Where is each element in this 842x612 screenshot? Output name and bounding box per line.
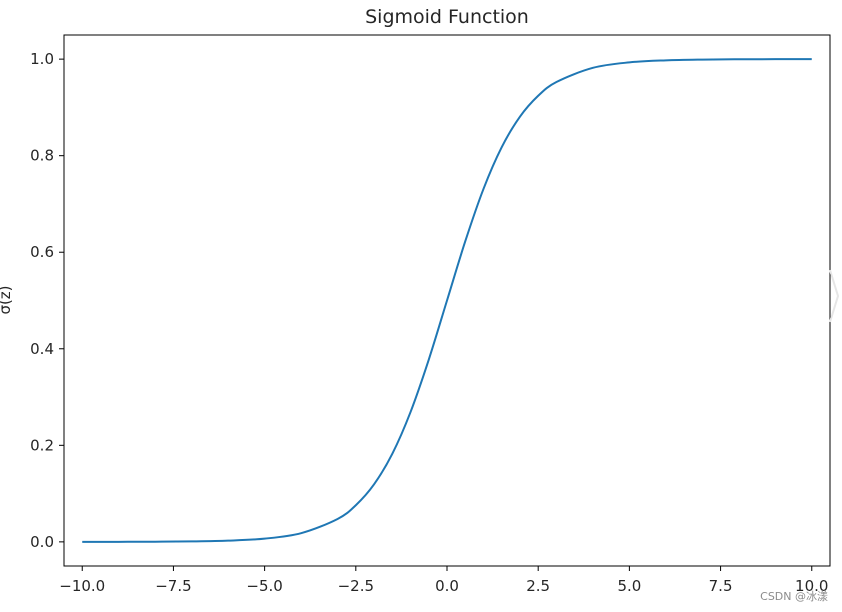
x-tick-label: 2.5: [526, 577, 550, 595]
x-tick-label: 0.0: [435, 577, 459, 595]
y-tick-label: 1.0: [30, 50, 54, 68]
y-tick-label: 0.8: [30, 147, 54, 165]
x-tick-label: −10.0: [59, 577, 105, 595]
x-tick-label: −2.5: [338, 577, 374, 595]
x-tick-label: 5.0: [617, 577, 641, 595]
series-line-sigmoid: [82, 58, 812, 543]
watermark: CSDN @冰漾: [760, 590, 828, 603]
y-axis-ticks: 0.0 0.2 0.4 0.6 0.8 1.0: [30, 50, 64, 551]
x-tick-label: 7.5: [709, 577, 733, 595]
chart-title: Sigmoid Function: [365, 6, 529, 28]
y-tick-label: 0.0: [30, 533, 54, 551]
y-tick-label: 0.4: [30, 340, 54, 358]
y-tick-label: 0.6: [30, 243, 54, 261]
y-tick-label: 0.2: [30, 436, 54, 454]
x-tick-label: −7.5: [155, 577, 191, 595]
x-axis-label: z: [443, 607, 451, 612]
y-axis-label: σ(z): [0, 285, 14, 314]
chevron-right-icon[interactable]: [828, 268, 840, 324]
x-axis-ticks: −10.0 −7.5 −5.0 −2.5 0.0 2.5 5.0 7.5 10.0: [59, 566, 828, 595]
x-tick-label: −5.0: [246, 577, 282, 595]
x-tick-label: 10.0: [795, 577, 828, 595]
